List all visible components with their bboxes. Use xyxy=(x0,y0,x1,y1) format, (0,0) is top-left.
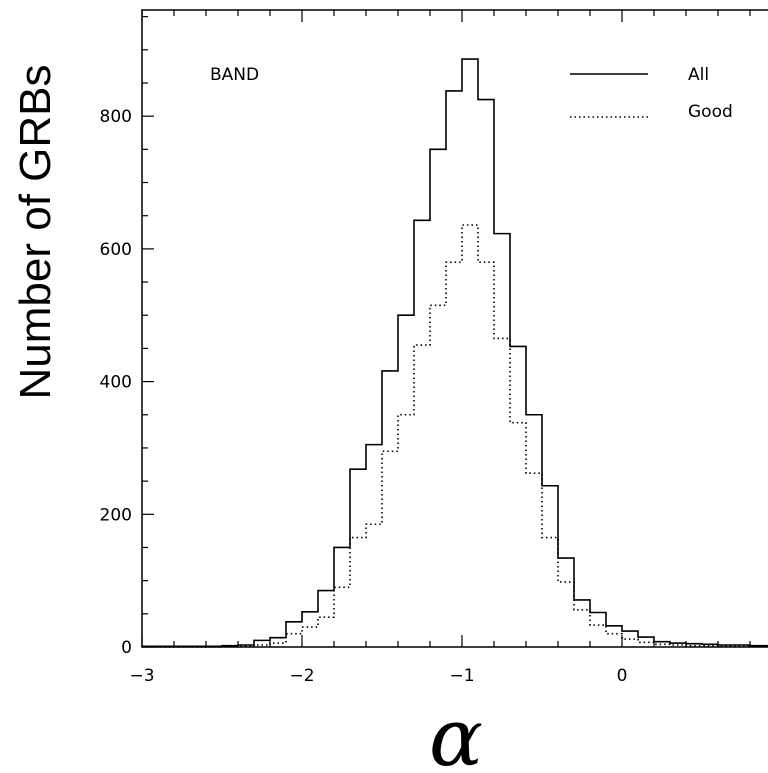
band-annotation: BAND xyxy=(210,65,259,85)
axis-ticks xyxy=(141,10,751,648)
plot-frame xyxy=(141,9,768,648)
y-tick-label: 0 xyxy=(121,638,132,658)
x-tick-label: −3 xyxy=(129,666,154,686)
histogram-series xyxy=(141,58,768,648)
y-tick-label: 800 xyxy=(100,107,132,127)
y-tick-label: 400 xyxy=(100,373,132,393)
series-all-line xyxy=(141,58,768,648)
legend: All Good xyxy=(570,65,733,122)
x-tick-labels: −3 −2 −1 0 xyxy=(129,666,627,686)
x-axis-label: α xyxy=(429,691,483,773)
series-good-line xyxy=(142,224,768,648)
y-tick-label: 600 xyxy=(100,240,132,260)
x-tick-label: −1 xyxy=(449,666,474,686)
x-tick-label: −2 xyxy=(289,666,314,686)
y-tick-label: 200 xyxy=(100,505,132,525)
x-tick-label: 0 xyxy=(617,666,628,686)
y-tick-labels: 0 200 400 600 800 xyxy=(100,107,132,658)
legend-label-all: All xyxy=(688,65,709,85)
legend-label-good: Good xyxy=(688,102,733,122)
y-axis-label: Number of GRBs xyxy=(11,65,60,400)
